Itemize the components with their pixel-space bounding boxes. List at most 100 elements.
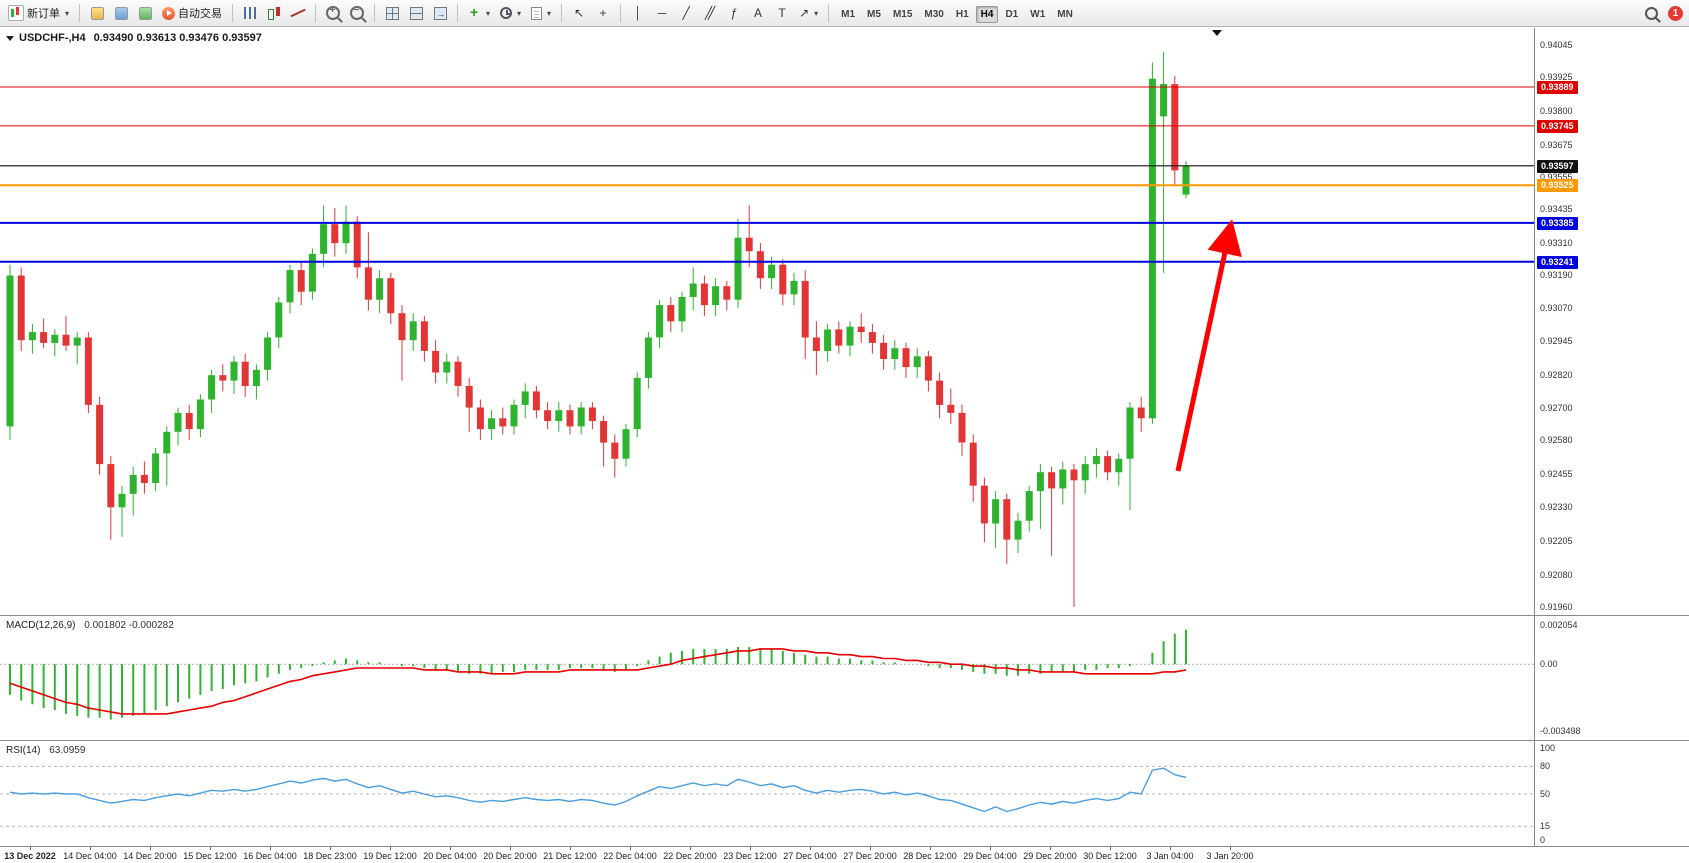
bar-chart-button[interactable] — [239, 2, 261, 24]
time-tick — [1170, 847, 1171, 850]
time-tick — [270, 847, 271, 850]
crosshair-button[interactable]: + — [592, 2, 614, 24]
new-chart-button[interactable] — [86, 2, 108, 24]
time-axis-label: 16 Dec 04:00 — [243, 851, 297, 861]
cursor-button[interactable]: ↖ — [568, 2, 590, 24]
templates-icon — [531, 6, 543, 20]
price-axis-label: 0.92455 — [1540, 468, 1573, 479]
chart-shift-button[interactable] — [429, 2, 451, 24]
time-tick — [1050, 847, 1051, 850]
price-axis-label: 0.93435 — [1540, 204, 1573, 215]
channel-button[interactable]: ╱╱ — [699, 2, 721, 24]
time-tick — [510, 847, 511, 850]
rsi-label: RSI(14) 63.0959 — [6, 745, 85, 756]
timeframe-button-D1[interactable]: D1 — [1000, 6, 1023, 23]
time-tick — [90, 847, 91, 850]
time-axis-label: 14 Dec 20:00 — [123, 851, 177, 861]
rsi-axis-label: 100 — [1540, 743, 1556, 753]
arrows-button[interactable]: ↗ — [795, 2, 822, 24]
line-chart-button[interactable] — [287, 2, 309, 24]
panel-divider[interactable] — [0, 740, 1689, 741]
time-axis-label: 14 Dec 04:00 — [63, 851, 117, 861]
price-axis[interactable]: 0.94045 0.93925 0.93800 0.93675 0.93555 0.934… — [1536, 28, 1689, 863]
trend-arrow-annotation[interactable] — [1175, 219, 1242, 472]
time-tick — [210, 847, 211, 850]
time-tick — [1230, 847, 1231, 850]
time-axis-label: 21 Dec 12:00 — [543, 851, 597, 861]
text-label-button[interactable]: T — [771, 2, 793, 24]
timeframe-button-W1[interactable]: W1 — [1025, 6, 1050, 23]
timeframe-button-MN[interactable]: MN — [1052, 6, 1078, 23]
search-button[interactable] — [1640, 2, 1662, 24]
indicators-button[interactable] — [464, 2, 494, 24]
time-tick — [810, 847, 811, 850]
time-axis-label: 27 Dec 04:00 — [783, 851, 837, 861]
trendline-button[interactable]: ╱ — [675, 2, 697, 24]
toolbar-separator — [828, 4, 830, 22]
new-order-icon — [8, 5, 24, 21]
fibonacci-button[interactable]: ƒ — [723, 2, 745, 24]
toolbar-separator — [232, 4, 234, 22]
time-axis-label: 19 Dec 12:00 — [363, 851, 417, 861]
price-tag-0.93745: 0.93745 — [1537, 119, 1578, 133]
notification-badge[interactable]: 1 — [1668, 5, 1683, 21]
vertical-line-button[interactable]: │ — [627, 2, 649, 24]
timeframe-button-M5[interactable]: M5 — [862, 6, 886, 23]
timeframe-button-M30[interactable]: M30 — [919, 6, 948, 23]
horizontal-line-icon: ─ — [657, 6, 667, 20]
market-watch-icon — [138, 6, 152, 20]
price-tag-0.93385: 0.93385 — [1537, 216, 1578, 230]
vertical-line-icon: │ — [634, 6, 642, 20]
autotrade-button[interactable]: 自动交易 — [158, 2, 226, 24]
new-order-button[interactable]: 新订单 — [4, 2, 73, 24]
zoom-out-button[interactable] — [346, 2, 368, 24]
crosshair-icon: + — [599, 6, 607, 20]
macd-panel[interactable] — [0, 617, 1534, 739]
templates-button[interactable] — [527, 2, 555, 24]
candlestick-chart-icon — [267, 6, 281, 20]
price-axis-label: 0.93555 — [1540, 172, 1573, 183]
chart-title: USDCHF-,H4 0.93490 0.93613 0.93476 0.935… — [6, 32, 262, 44]
time-axis-label: 22 Dec 20:00 — [663, 851, 717, 861]
chart-end-marker[interactable] — [1212, 30, 1222, 36]
timeframe-toolbar: M1 M5 M15 M30 H1 H4 D1 W1 MN — [835, 4, 1079, 23]
periods-button[interactable] — [496, 2, 525, 24]
price-axis-label: 0.92580 — [1540, 434, 1573, 445]
rsi-panel[interactable] — [0, 742, 1534, 846]
price-chart[interactable] — [0, 29, 1534, 615]
timeframe-button-M15[interactable]: M15 — [888, 6, 917, 23]
price-axis-label: 0.92820 — [1540, 370, 1573, 381]
price-axis-label: 0.92080 — [1540, 569, 1573, 580]
window-menu-icon[interactable] — [6, 35, 14, 41]
price-axis-label: 0.92330 — [1540, 502, 1573, 513]
rsi-title: RSI(14) — [6, 745, 41, 756]
axis-divider — [1534, 28, 1535, 846]
price-tag-0.93889: 0.93889 — [1537, 81, 1578, 95]
market-watch-button[interactable] — [134, 2, 156, 24]
time-axis[interactable]: 13 Dec 2022 14 Dec 04:00 14 Dec 20:00 15 De… — [0, 847, 1534, 863]
panel-divider — [0, 846, 1689, 847]
time-tick — [570, 847, 571, 850]
cursor-icon: ↖ — [574, 6, 585, 20]
periods-icon — [500, 7, 513, 19]
time-axis-label: 3 Jan 04:00 — [1146, 851, 1194, 861]
auto-scroll-button[interactable] — [405, 2, 427, 24]
text-icon: A — [754, 6, 763, 20]
time-axis-label: 13 Dec 2022 — [4, 851, 56, 861]
timeframe-button-H4[interactable]: H4 — [975, 5, 999, 23]
time-tick — [630, 847, 631, 850]
profiles-button[interactable] — [110, 2, 132, 24]
zoom-in-button[interactable] — [322, 2, 344, 24]
text-button[interactable]: A — [747, 2, 769, 24]
new-chart-icon — [90, 6, 104, 20]
price-axis-label: 0.94045 — [1540, 40, 1573, 50]
time-tick — [150, 847, 151, 850]
time-axis-label: 22 Dec 04:00 — [603, 851, 657, 861]
candlestick-chart-button[interactable] — [263, 2, 285, 24]
timeframe-button-M1[interactable]: M1 — [836, 6, 860, 23]
panel-divider[interactable] — [0, 615, 1689, 616]
timeframe-button-H1[interactable]: H1 — [951, 6, 974, 23]
macd-signal-line — [9, 648, 1187, 715]
tile-windows-button[interactable] — [381, 2, 403, 24]
horizontal-line-button[interactable]: ─ — [651, 2, 673, 24]
